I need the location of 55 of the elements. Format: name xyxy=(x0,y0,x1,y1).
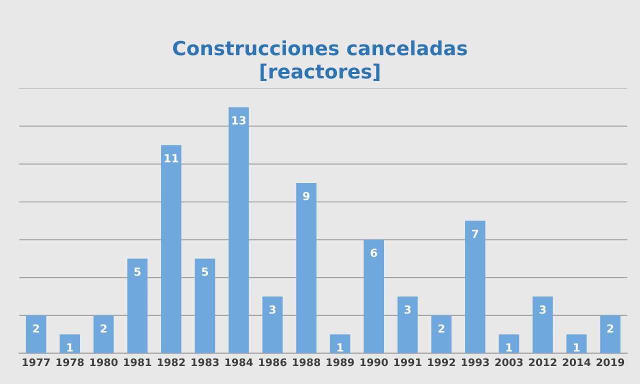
data-label: 9 xyxy=(303,192,310,200)
bar xyxy=(194,258,216,354)
data-label: 5 xyxy=(202,268,208,276)
bar xyxy=(161,145,182,354)
x-tick-label: 1978 xyxy=(56,358,84,366)
data-label: 6 xyxy=(370,248,378,258)
bar xyxy=(532,296,553,354)
x-tick-label: 1977 xyxy=(22,358,50,366)
bar xyxy=(94,315,114,354)
bar xyxy=(330,334,350,354)
x-tick-label: 2014 xyxy=(562,358,591,366)
x-tick-label: 1990 xyxy=(360,358,388,366)
data-label: 13 xyxy=(232,116,246,125)
x-tick-label: 1983 xyxy=(192,358,219,366)
data-label: 1 xyxy=(337,343,344,352)
x-tick-label: 1982 xyxy=(158,358,185,366)
chart-title: Construcciones canceladas [reactores] xyxy=(173,40,467,81)
bar xyxy=(465,220,486,354)
x-tick-label: 2019 xyxy=(596,358,624,366)
data-label: 1 xyxy=(574,343,580,352)
bar xyxy=(127,258,148,354)
bar xyxy=(26,315,46,354)
x-tick-label: 2012 xyxy=(529,358,556,366)
bar xyxy=(60,334,80,354)
data-label: 7 xyxy=(472,230,478,238)
x-tick-label: 2003 xyxy=(495,358,523,366)
x-tick-label: 1980 xyxy=(90,358,118,366)
bar xyxy=(228,107,249,354)
data-label: 3 xyxy=(540,305,546,314)
x-tick-label: 1989 xyxy=(326,358,354,366)
x-tick-label: 1992 xyxy=(428,358,456,366)
bar xyxy=(566,334,587,354)
x-tick-label: 1993 xyxy=(462,358,489,366)
data-label: 5 xyxy=(134,268,141,276)
data-label: 3 xyxy=(404,305,411,314)
bar xyxy=(498,334,520,354)
data-label: 2 xyxy=(438,324,444,333)
x-tick-label: 1984 xyxy=(225,358,253,366)
x-tick-label: 1981 xyxy=(124,358,152,366)
data-label: 2 xyxy=(607,324,614,333)
bar xyxy=(600,315,620,354)
x-tick-label: 1991 xyxy=(394,358,422,366)
x-tick-label: 1988 xyxy=(292,358,320,366)
bar xyxy=(398,296,418,354)
bar xyxy=(296,182,316,354)
data-label: 1 xyxy=(506,343,512,352)
bar xyxy=(364,240,384,354)
data-label: 11 xyxy=(164,154,178,162)
bar xyxy=(262,296,283,354)
data-label: 2 xyxy=(100,324,107,333)
x-tick-label: 1986 xyxy=(259,358,286,366)
data-label: 2 xyxy=(33,324,39,333)
bar xyxy=(431,315,452,354)
data-label: 1 xyxy=(67,343,73,352)
data-label: 3 xyxy=(269,305,276,314)
